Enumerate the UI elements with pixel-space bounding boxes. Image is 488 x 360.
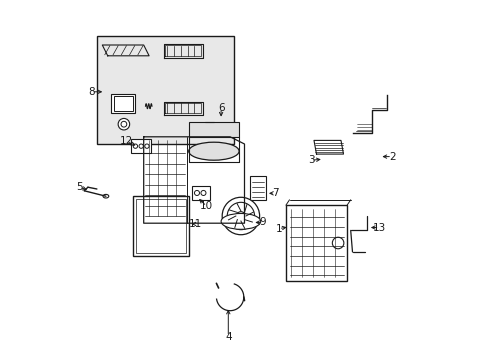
Bar	[188, 122, 239, 137]
Text: 12: 12	[120, 136, 133, 147]
Ellipse shape	[103, 194, 108, 198]
Ellipse shape	[201, 190, 205, 195]
Text: 2: 2	[388, 152, 395, 162]
Text: 5: 5	[76, 182, 83, 192]
Bar	[114, 96, 132, 111]
Ellipse shape	[194, 190, 199, 195]
Ellipse shape	[133, 144, 137, 148]
Ellipse shape	[222, 197, 259, 235]
Ellipse shape	[121, 121, 126, 127]
Text: 7: 7	[271, 188, 278, 198]
Ellipse shape	[227, 202, 254, 230]
Text: 3: 3	[307, 155, 314, 165]
Ellipse shape	[236, 212, 244, 220]
Ellipse shape	[188, 142, 239, 160]
Ellipse shape	[221, 213, 260, 229]
Text: 13: 13	[372, 222, 386, 233]
Bar	[111, 94, 134, 113]
Text: 1: 1	[275, 224, 282, 234]
Bar	[136, 199, 185, 253]
Bar	[285, 205, 346, 281]
Bar	[192, 186, 210, 200]
Bar	[133, 196, 188, 256]
Ellipse shape	[332, 237, 343, 249]
Bar	[249, 176, 265, 200]
Text: 10: 10	[200, 201, 213, 211]
Ellipse shape	[118, 118, 129, 130]
Text: 11: 11	[189, 219, 202, 229]
Bar	[97, 36, 233, 144]
Text: 4: 4	[224, 332, 231, 342]
Text: 9: 9	[259, 217, 265, 228]
Bar	[131, 139, 151, 153]
Ellipse shape	[139, 144, 143, 148]
Text: 8: 8	[88, 87, 95, 97]
Text: 6: 6	[217, 103, 224, 113]
Ellipse shape	[144, 144, 149, 148]
